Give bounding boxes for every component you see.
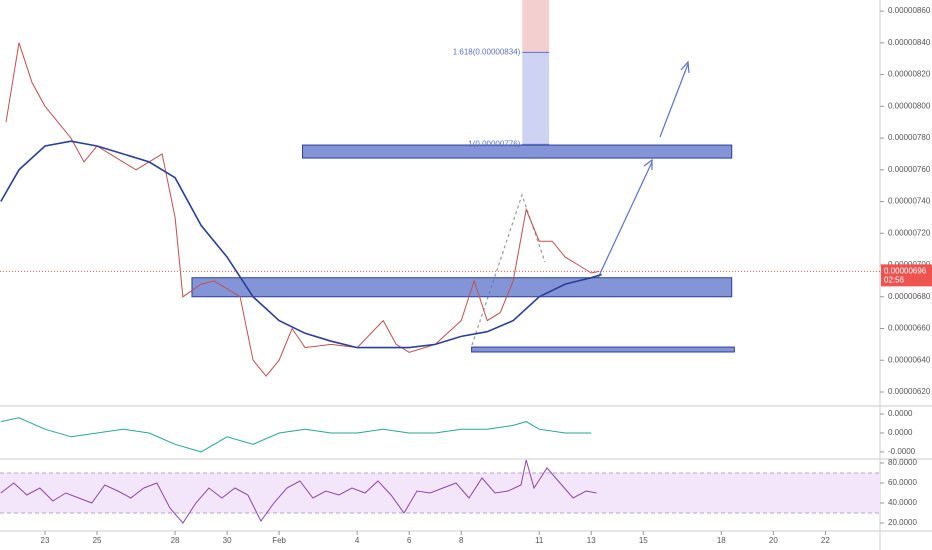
x-tick-label: 11 (535, 536, 544, 545)
y-tick-label: 80.0000 (888, 458, 917, 467)
fib-lower (522, 52, 550, 145)
projection-line (471, 193, 546, 346)
y-tick-label: -0.0000 (888, 447, 916, 456)
zone (471, 346, 735, 353)
fib-label: 1.618(0.00000834) (453, 47, 521, 56)
y-tick-label: 0.00000840 (888, 38, 931, 47)
series-line (0, 459, 597, 524)
y-tick-label: 0.00000780 (888, 133, 931, 142)
x-tick-label: 4 (355, 536, 360, 545)
y-tick-label: 0.0000 (888, 409, 913, 418)
fib-label: 1(0.00000776) (468, 140, 520, 149)
price-label: 0.00000696 (884, 266, 927, 275)
y-tick-label: 60.0000 (888, 478, 917, 487)
y-tick-label: 20.0000 (888, 518, 917, 527)
x-tick-label: 30 (223, 536, 232, 545)
y-tick-label: 0.00000740 (888, 197, 931, 206)
series-line (0, 417, 592, 453)
price-time: 02:56 (884, 275, 905, 284)
x-tick-label: Feb (272, 536, 286, 545)
x-tick-label: 8 (459, 536, 464, 545)
trend-drawings (471, 60, 690, 346)
x-tick-label: 25 (93, 536, 102, 545)
x-tick-label: 22 (821, 536, 830, 545)
x-tick-label: 18 (717, 536, 726, 545)
zone (302, 144, 733, 159)
series-line (5, 42, 600, 377)
x-tick-label: 20 (769, 536, 778, 545)
arrow (659, 63, 689, 138)
fib-upper (522, 0, 550, 53)
x-tick-label: 13 (587, 536, 596, 545)
x-tick-label: 28 (171, 536, 180, 545)
x-tick-label: 23 (41, 536, 50, 545)
arrow-head (643, 158, 653, 170)
zone (191, 277, 733, 298)
y-tick-label: 0.00000720 (888, 228, 931, 237)
y-tick-label: 0.00000620 (888, 387, 931, 396)
y-tick-label: 0.00000660 (888, 324, 931, 333)
x-tick-label: 15 (639, 536, 648, 545)
y-tick-label: 0.00000680 (888, 292, 931, 301)
series-line (0, 140, 602, 349)
y-tick-label: 0.0000 (888, 428, 913, 437)
y-tick-label: 0.00000800 (888, 101, 931, 110)
y-tick-label: 0.00000640 (888, 355, 931, 364)
rsi-band (0, 473, 880, 513)
arrow (597, 161, 653, 279)
y-tick-label: 40.0000 (888, 498, 917, 507)
y-tick-label: 0.00000760 (888, 165, 931, 174)
price-tag (881, 264, 932, 287)
y-tick-label: 0.00000820 (888, 70, 931, 79)
arrow-head (680, 60, 690, 74)
x-tick-label: 6 (407, 536, 412, 545)
y-tick-label: 0.00000860 (888, 6, 931, 15)
